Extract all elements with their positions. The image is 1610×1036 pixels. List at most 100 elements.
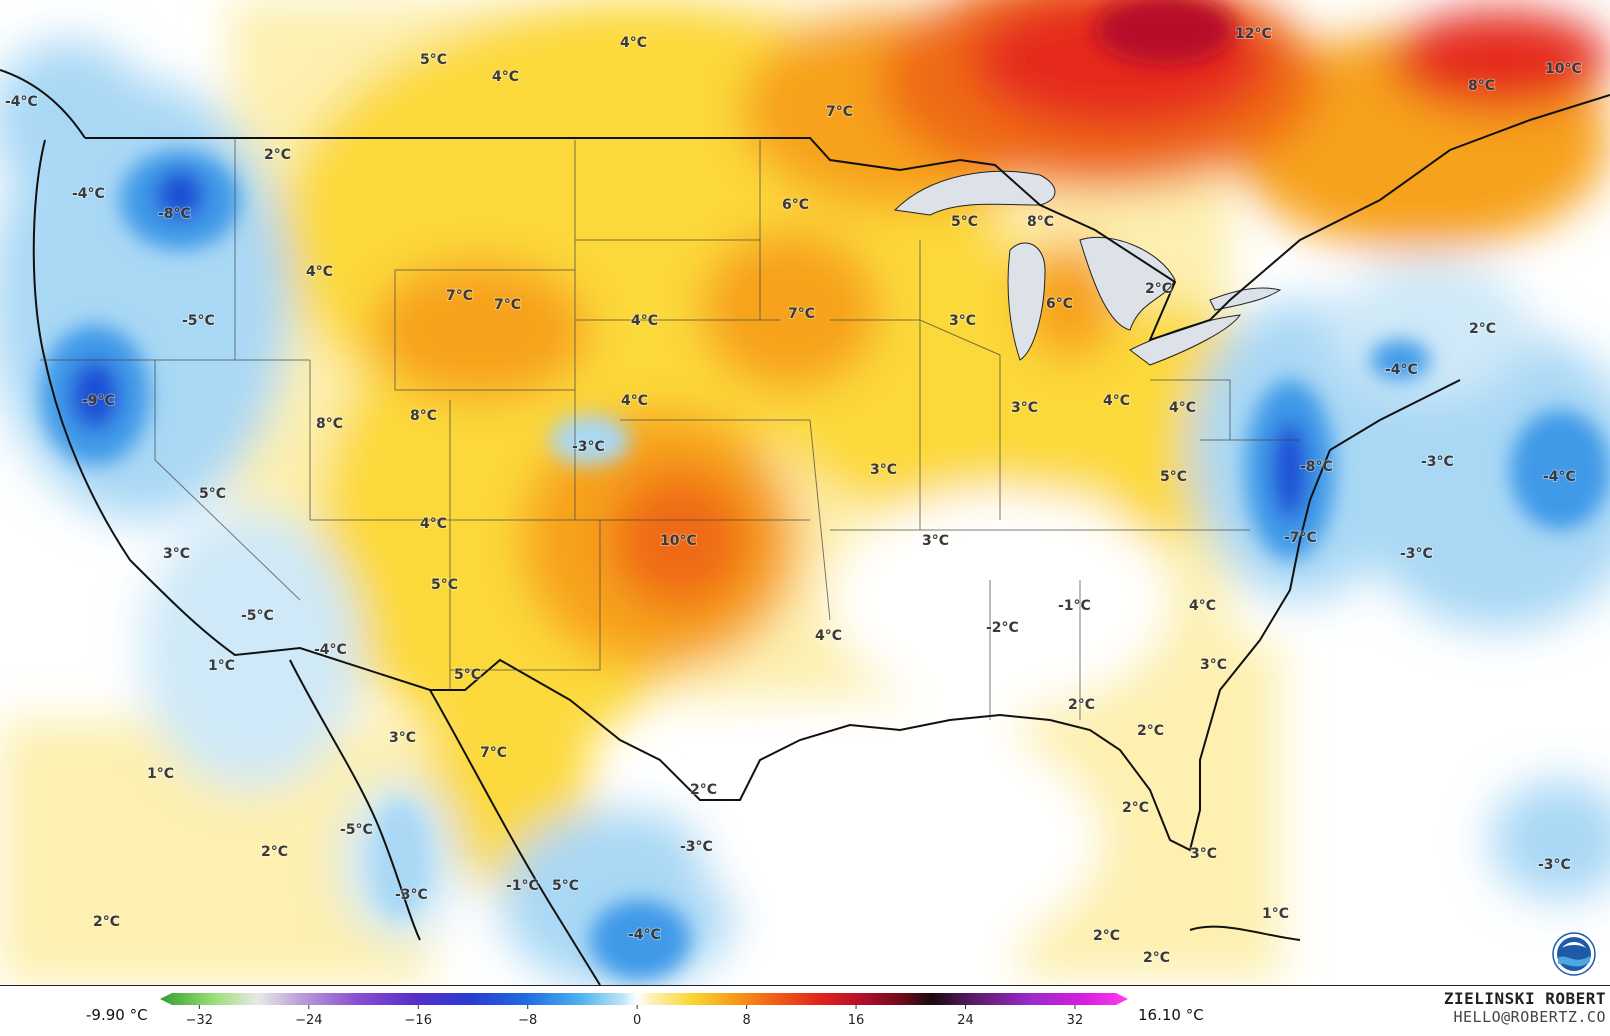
colorbar-tick-label: −16 [405,1013,432,1028]
temperature-label: 7°C [480,745,507,761]
temperature-label: 3°C [389,730,416,746]
temperature-label: -2°C [986,620,1019,636]
map-svg: -4°C 5°C 4°C 4°C 12°C 10°C 8°C 7°C 2°C -4°C -8°C -5… [0,0,1610,985]
colorbar-tick-label: 8 [742,1013,750,1028]
temperature-label: 5°C [431,577,458,593]
temperature-label: -4°C [1543,469,1576,485]
temperature-label: -3°C [1538,857,1571,873]
temperature-label: 3°C [922,533,949,549]
temperature-label: 3°C [870,462,897,478]
colorbar-tick-label: 0 [633,1013,641,1028]
temperature-label: 5°C [199,486,226,502]
temperature-label: 1°C [1262,906,1289,922]
colorbar-gradient [160,993,1128,1005]
temperature-label: -3°C [395,887,428,903]
temperature-label: 2°C [1068,697,1095,713]
temperature-label: 4°C [420,516,447,532]
scale-min-value: -9.90 °C [86,1006,148,1024]
author-email: HELLO@ROBERTZ.CO [1453,1008,1606,1026]
colorbar-tick-label: −8 [518,1013,537,1028]
colorbar-tick-label: 16 [848,1013,865,1028]
temperature-label: 2°C [1145,281,1172,297]
temperature-label: 7°C [788,306,815,322]
great-lakes [893,170,1282,366]
temperature-label: 3°C [949,313,976,329]
temperature-label: 5°C [552,878,579,894]
temperature-label: 4°C [815,628,842,644]
coastlines-borders [0,69,1610,985]
temperature-label: 2°C [264,147,291,163]
temperature-label: 6°C [782,197,809,213]
temperature-label: 7°C [446,288,473,304]
temperature-label: 1°C [208,658,235,674]
temperature-label: -3°C [680,839,713,855]
temperature-label: 4°C [1189,598,1216,614]
temperature-label: 3°C [163,546,190,562]
temperature-label: 7°C [494,297,521,313]
temperature-label: 5°C [420,52,447,68]
temperature-label: 8°C [1027,214,1054,230]
temperature-label: 2°C [1122,800,1149,816]
temperature-label: 7°C [826,104,853,120]
temperature-label: 4°C [621,393,648,409]
temperature-label: 4°C [1169,400,1196,416]
temperature-label: 4°C [306,264,333,280]
temperature-label: 2°C [1143,950,1170,966]
temperature-label: 10°C [660,533,697,549]
colorbar-tick-label: 24 [957,1013,974,1028]
temperature-anomaly-map: -4°C 5°C 4°C 4°C 12°C 10°C 8°C 7°C 2°C -4°C -8°C -5… [0,0,1610,985]
colorbar-ticks: −32 −24 −16 −8 0 8 16 24 32 [186,1005,1084,1028]
temperature-label: -3°C [572,439,605,455]
temperature-label: -3°C [1400,546,1433,562]
temperature-label: -1°C [1058,598,1091,614]
temperature-label-layer: -4°C 5°C 4°C 4°C 12°C 10°C 8°C 7°C 2°C -4°C -8°C -5… [4,25,1583,967]
temperature-label: -5°C [241,608,274,624]
temperature-label: 5°C [1160,469,1187,485]
temperature-label: 2°C [1137,723,1164,739]
colorbar-tick-label: 32 [1067,1013,1084,1028]
legend-footer: -9.90 °C −32 −24 −16 −8 0 8 16 24 32 16.10 °C ZI… [0,985,1610,1036]
temperature-label: 3°C [1200,657,1227,673]
temperature-label: 8°C [410,408,437,424]
author-credit: ZIELINSKI ROBERT HELLO@ROBERTZ.CO [1444,989,1606,1026]
noaa-logo [1552,932,1596,976]
temperature-label: 2°C [1469,321,1496,337]
temperature-label: -3°C [1421,454,1454,470]
temperature-label: -8°C [158,206,191,222]
temperature-label: 2°C [690,782,717,798]
temperature-label: 4°C [620,35,647,51]
colorbar-tick-label: −24 [295,1013,322,1028]
temperature-label: 5°C [454,667,481,683]
temperature-label: 4°C [1103,393,1130,409]
temperature-label: 10°C [1545,61,1582,77]
temperature-label: -5°C [340,822,373,838]
temperature-label: 3°C [1190,846,1217,862]
temperature-label: 8°C [316,416,343,432]
temperature-label: -5°C [182,313,215,329]
temperature-label: -8°C [1300,459,1333,475]
noaa-logo-icon [1552,932,1596,976]
temperature-label: -1°C [506,878,539,894]
temperature-label: 12°C [1235,26,1272,42]
temperature-label: 2°C [93,914,120,930]
temperature-label: -7°C [1284,530,1317,546]
temperature-label: 8°C [1468,78,1495,94]
colorbar: −32 −24 −16 −8 0 8 16 24 32 [160,986,1128,1036]
temperature-label: -4°C [5,94,38,110]
temperature-label: 2°C [261,844,288,860]
temperature-label: -4°C [72,186,105,202]
author-name: ZIELINSKI ROBERT [1443,989,1606,1008]
temperature-label: -4°C [314,642,347,658]
temperature-label: 2°C [1093,928,1120,944]
temperature-label: -9°C [82,393,115,409]
temperature-label: 6°C [1046,296,1073,312]
temperature-label: -4°C [1385,362,1418,378]
colorbar-svg: −32 −24 −16 −8 0 8 16 24 32 [160,993,1128,1028]
temperature-label: 5°C [951,214,978,230]
state-borders [40,138,1300,720]
temperature-label: 1°C [147,766,174,782]
temperature-label: 4°C [631,313,658,329]
temperature-label: 4°C [492,69,519,85]
temperature-label: 3°C [1011,400,1038,416]
colorbar-tick-label: −32 [186,1013,213,1028]
